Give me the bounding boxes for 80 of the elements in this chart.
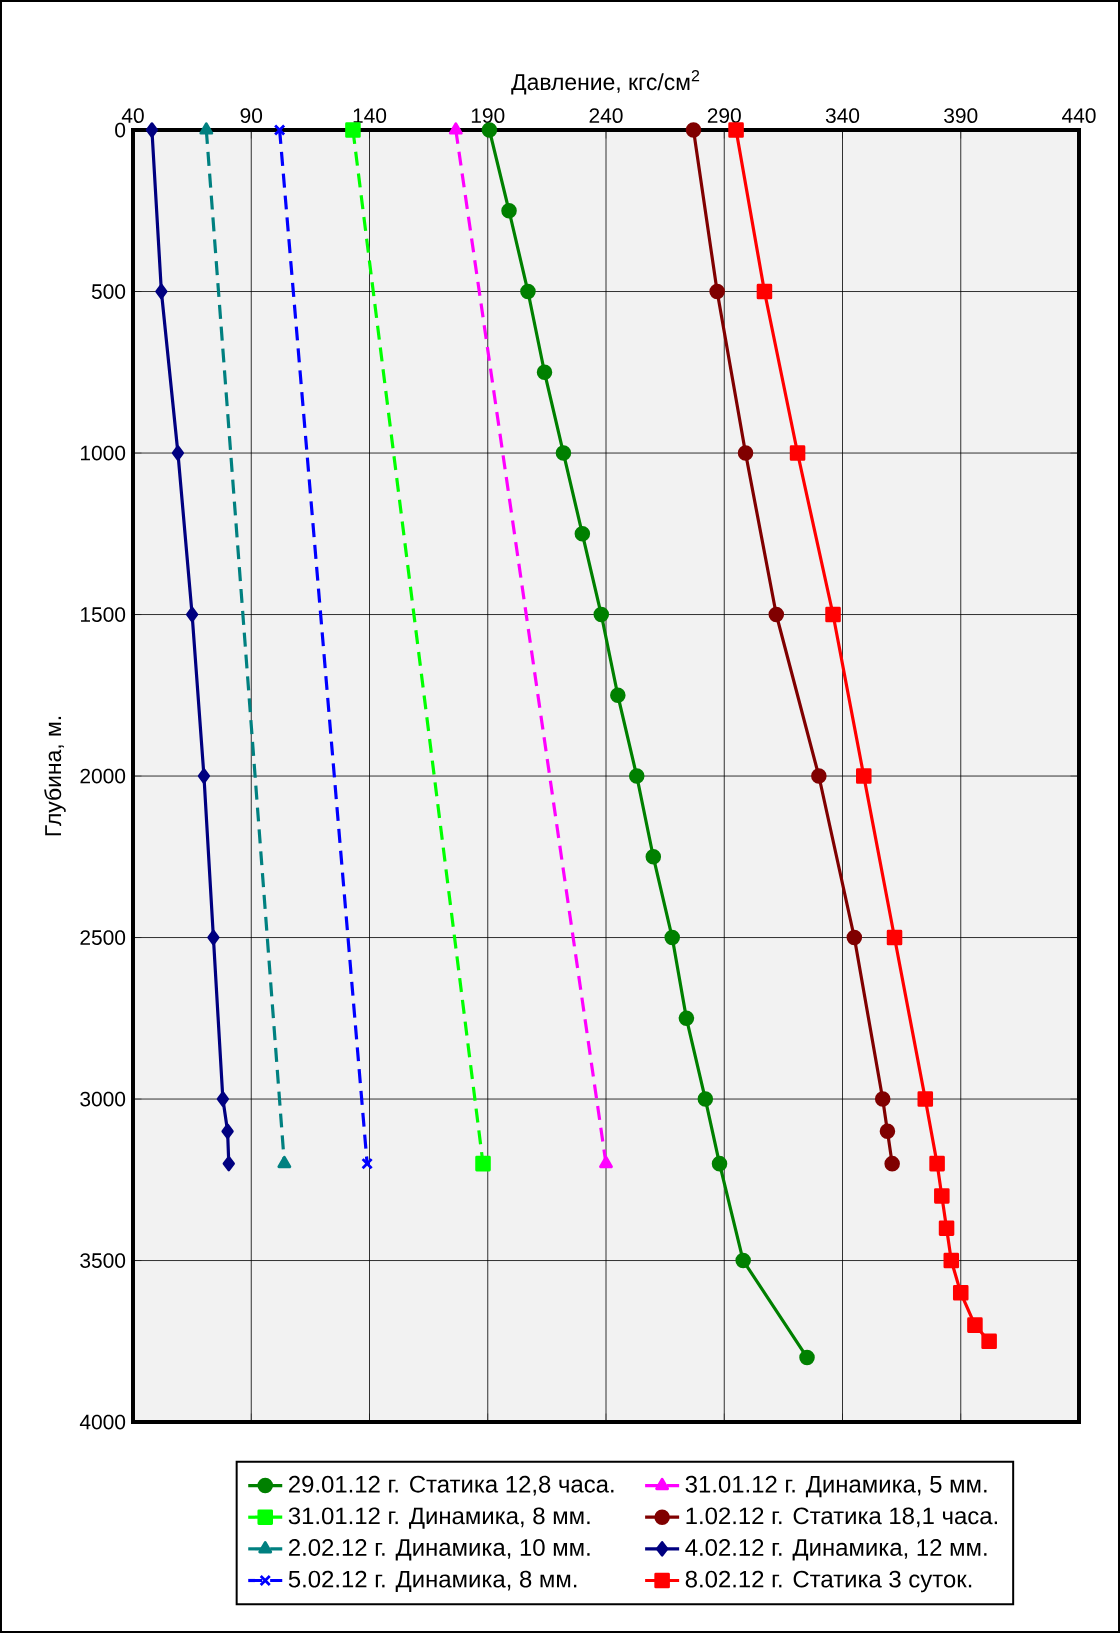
point bbox=[155, 283, 168, 300]
x-tick-label: 140 bbox=[353, 108, 387, 123]
point bbox=[879, 1123, 896, 1140]
point bbox=[197, 768, 211, 784]
point bbox=[222, 1155, 235, 1172]
point bbox=[555, 445, 572, 461]
point bbox=[756, 283, 773, 300]
point bbox=[520, 283, 536, 300]
point bbox=[171, 445, 185, 461]
x-tick-label: 90 bbox=[240, 108, 263, 123]
point bbox=[628, 768, 645, 784]
point bbox=[943, 1252, 960, 1269]
point bbox=[735, 1252, 751, 1269]
point bbox=[645, 849, 662, 865]
legend-label: 1.02.12 г. Статика 18,1 часа. bbox=[686, 1507, 998, 1528]
point bbox=[728, 122, 744, 138]
point bbox=[737, 445, 754, 461]
point bbox=[361, 1157, 374, 1170]
point bbox=[886, 929, 903, 946]
point bbox=[874, 1091, 891, 1107]
y-tick-label: 3500 bbox=[80, 1253, 126, 1268]
point bbox=[593, 606, 610, 623]
point bbox=[811, 768, 827, 784]
x-axis-title: Давление, кгс/см$^{2}$ bbox=[511, 70, 700, 95]
point bbox=[825, 606, 841, 623]
point bbox=[664, 929, 680, 946]
point bbox=[938, 1220, 955, 1237]
point bbox=[846, 929, 863, 946]
legend-label: 8.02.12 г. Статика 3 суток. bbox=[685, 1570, 972, 1593]
point bbox=[929, 1155, 945, 1172]
legend-label: 4.02.12 г. Динамика, 12 мм. bbox=[685, 1539, 987, 1561]
point bbox=[678, 1010, 695, 1027]
x-tick-label: 190 bbox=[471, 108, 505, 123]
point bbox=[709, 283, 725, 300]
point bbox=[884, 1155, 900, 1172]
point bbox=[536, 364, 553, 381]
point bbox=[685, 122, 702, 138]
y-tick-label: 0 bbox=[115, 122, 126, 138]
point bbox=[273, 124, 286, 136]
point bbox=[967, 1317, 983, 1333]
legend-label: 31.01.12 г. Динамика, 8 мм. bbox=[288, 1507, 590, 1529]
y-tick-label: 3000 bbox=[80, 1091, 126, 1107]
point bbox=[934, 1188, 950, 1204]
y-tick-label: 2500 bbox=[80, 930, 126, 945]
x-tick-label: 340 bbox=[825, 108, 860, 123]
point bbox=[799, 1349, 815, 1366]
y-tick-label: 2000 bbox=[80, 768, 126, 784]
x-tick-label: 440 bbox=[1062, 108, 1096, 123]
y-tick-label: 500 bbox=[91, 284, 126, 299]
point bbox=[216, 1091, 230, 1107]
x-tick-label: 290 bbox=[707, 108, 741, 123]
legend-label: 29.01.12 г. Статика 12,8 часа. bbox=[289, 1475, 614, 1496]
point bbox=[981, 1333, 997, 1350]
legend-label: 2.02.12 г. Динамика, 10 мм. bbox=[289, 1539, 590, 1561]
y-tick-label: 1500 bbox=[81, 607, 126, 622]
point bbox=[768, 606, 785, 623]
legend-label: 5.02.12 г. Динамика, 8 мм. bbox=[288, 1570, 577, 1593]
point bbox=[610, 687, 626, 704]
point bbox=[221, 1123, 234, 1140]
x-tick-label: 40 bbox=[121, 108, 144, 123]
legend-label: 31.01.12 г. Динамика, 5 мм. bbox=[685, 1475, 987, 1498]
point bbox=[711, 1155, 728, 1172]
point bbox=[574, 526, 591, 542]
point bbox=[501, 203, 517, 219]
y-tick-label: 4000 bbox=[79, 1414, 126, 1430]
x-tick-label: 240 bbox=[589, 108, 623, 123]
point bbox=[856, 768, 872, 784]
y-axis-title: Глубина, м. bbox=[44, 716, 66, 836]
y-tick-label: 1000 bbox=[81, 445, 126, 461]
point bbox=[345, 122, 361, 138]
point bbox=[697, 1091, 714, 1107]
point bbox=[207, 929, 220, 946]
point bbox=[185, 606, 199, 623]
point bbox=[481, 122, 498, 138]
point bbox=[952, 1285, 969, 1301]
x-tick-label: 390 bbox=[944, 108, 978, 123]
point bbox=[475, 1155, 491, 1172]
point bbox=[789, 445, 806, 461]
point bbox=[145, 122, 159, 138]
point bbox=[917, 1091, 934, 1107]
